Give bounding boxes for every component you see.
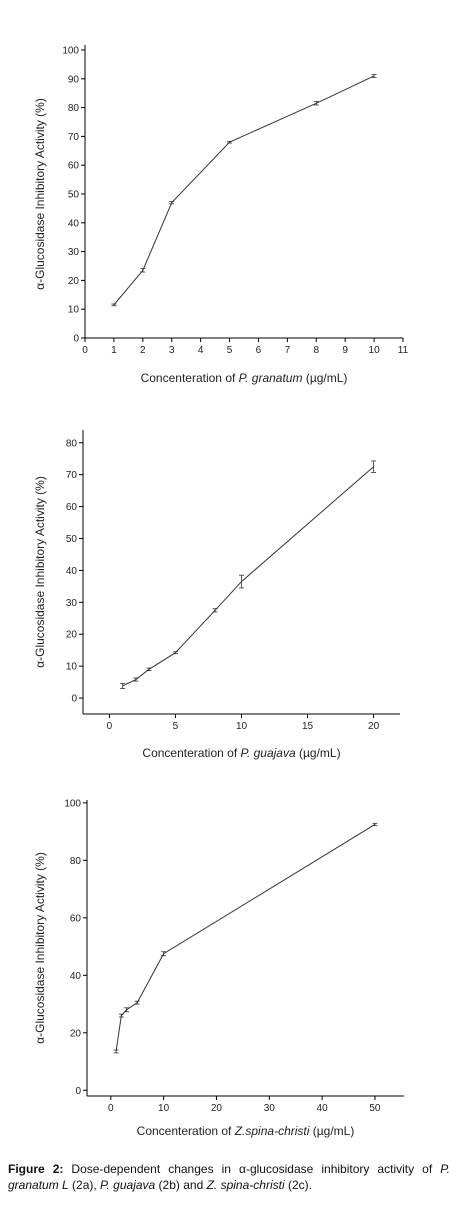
x-axis-label-part: Concenteration of — [137, 1124, 235, 1138]
error-bar — [239, 574, 244, 589]
x-tick-label: 20 — [368, 721, 380, 732]
y-tick-label: 100 — [64, 798, 81, 809]
y-tick-label: 20 — [66, 630, 78, 641]
y-tick-label: 80 — [68, 103, 80, 114]
x-tick-label: 1 — [111, 345, 117, 356]
x-tick-label: 10 — [158, 1103, 170, 1114]
y-tick-label: 70 — [68, 132, 80, 143]
x-tick-label: 4 — [198, 345, 204, 356]
y-tick-label: 0 — [75, 1086, 81, 1097]
x-tick-label: 30 — [264, 1103, 276, 1114]
y-tick-label: 40 — [66, 566, 78, 577]
y-tick-label: 20 — [70, 1028, 82, 1039]
y-tick-label: 20 — [68, 276, 80, 287]
x-tick-label: 50 — [369, 1103, 381, 1114]
y-tick-label: 30 — [66, 598, 78, 609]
caption-text: Dose-dependent changes in α-glucosidase … — [63, 1162, 441, 1176]
x-axis-label-part: Z.spina-christi — [234, 1124, 310, 1138]
data-line — [122, 466, 374, 687]
x-tick-label: 2 — [140, 345, 146, 356]
x-tick-label: 0 — [107, 721, 113, 732]
error-bar — [140, 268, 146, 273]
caption-text: P. granatum L — [8, 1162, 450, 1192]
x-axis-label-part: P. granatum — [239, 371, 303, 385]
error-bar — [113, 1049, 119, 1054]
error-bar — [172, 651, 178, 655]
x-tick-label: 8 — [313, 345, 319, 356]
x-tick-label: 9 — [342, 345, 348, 356]
x-axis-label-part: Concenteration of — [141, 371, 239, 385]
error-bar — [146, 667, 152, 672]
caption-text: (2a), — [68, 1178, 101, 1192]
error-bar — [169, 201, 175, 205]
y-tick-label: 0 — [73, 334, 79, 345]
x-tick-label: 7 — [285, 345, 291, 356]
y-tick-label: 0 — [71, 694, 77, 705]
x-tick-label: 15 — [302, 721, 314, 732]
x-axis-label-part: (µg/mL) — [296, 746, 341, 760]
y-tick-label: 10 — [68, 305, 80, 316]
y-axis-label: α-Glucosidase Inhibitory Activity (%) — [33, 852, 47, 1044]
caption-label: Figure 2: — [8, 1162, 64, 1176]
x-tick-label: 40 — [317, 1103, 329, 1114]
y-tick-label: 60 — [70, 913, 82, 924]
y-tick-label: 80 — [70, 856, 82, 867]
y-tick-label: 80 — [66, 438, 78, 449]
caption-text: (2c). — [284, 1178, 312, 1192]
y-tick-label: 60 — [66, 502, 78, 513]
error-bar — [372, 822, 378, 826]
y-axis-label: α-Glucosidase Inhibitory Activity (%) — [33, 476, 47, 668]
caption-text: P. guajava — [100, 1178, 156, 1192]
x-tick-label: 11 — [398, 345, 409, 356]
x-axis-label: Concenteration of Z.spina-christi (µg/mL… — [137, 1124, 355, 1138]
data-line — [113, 75, 375, 306]
y-tick-label: 60 — [68, 161, 80, 172]
x-tick-label: 6 — [256, 345, 262, 356]
error-bar — [371, 74, 377, 78]
x-axis-label-part: (µg/mL) — [309, 1124, 354, 1138]
y-tick-label: 50 — [66, 534, 78, 545]
caption: Figure 2: Dose-dependent changes in α-gl… — [8, 1161, 450, 1193]
y-tick-label: 90 — [68, 74, 80, 85]
y-tick-label: 40 — [70, 971, 82, 982]
x-axis-label: Concenteration of P. guajava (µg/mL) — [142, 746, 340, 760]
error-bar — [161, 951, 167, 957]
error-bar — [118, 1013, 124, 1018]
caption-text: Z. spina-christi — [206, 1178, 285, 1192]
y-tick-label: 30 — [68, 247, 80, 258]
y-tick-label: 40 — [68, 218, 80, 229]
x-axis-label-part: Concenteration of — [142, 746, 240, 760]
error-bar — [111, 303, 117, 307]
x-tick-label: 5 — [173, 721, 179, 732]
error-bar — [227, 140, 233, 144]
y-tick-label: 50 — [68, 190, 80, 201]
x-tick-label: 20 — [211, 1103, 223, 1114]
x-tick-label: 5 — [227, 345, 233, 356]
x-axis-label-part: P. guajava — [240, 746, 295, 760]
error-bar — [371, 460, 377, 473]
y-tick-label: 10 — [66, 662, 78, 673]
x-tick-label: 0 — [82, 345, 88, 356]
x-axis-label: Concenteration of P. granatum (µg/mL) — [141, 371, 348, 385]
error-bar — [212, 608, 218, 613]
error-bar — [133, 677, 139, 682]
x-tick-label: 10 — [236, 721, 248, 732]
error-bar — [124, 1007, 130, 1013]
y-tick-label: 100 — [62, 46, 79, 57]
error-bar — [120, 682, 126, 689]
x-tick-label: 10 — [369, 345, 381, 356]
error-bar — [313, 101, 319, 106]
caption-text: (2b) and — [155, 1178, 207, 1192]
x-axis-label-part: (µg/mL) — [302, 371, 347, 385]
y-axis-label: α-Glucosidase Inhibitory Activity (%) — [33, 98, 47, 290]
x-tick-label: 0 — [108, 1103, 114, 1114]
error-bar — [134, 1000, 140, 1005]
y-tick-label: 70 — [66, 470, 78, 481]
data-line — [115, 824, 376, 1052]
x-tick-label: 3 — [169, 345, 175, 356]
